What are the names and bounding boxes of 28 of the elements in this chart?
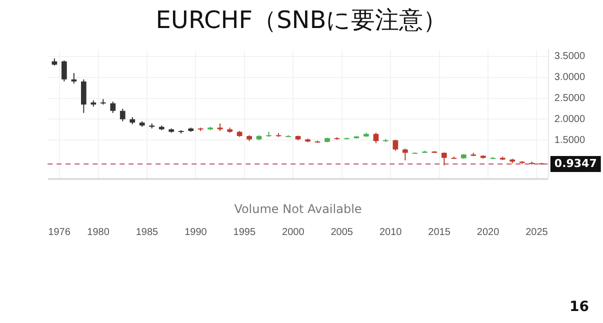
x-tick-label: 2020	[476, 226, 500, 238]
x-tick-label: 2010	[379, 226, 402, 238]
y-tick-label: 1.5000	[554, 134, 586, 146]
candlestick	[110, 101, 116, 114]
x-tick-label: 1985	[136, 226, 159, 238]
chart-title: EURCHF（SNBに要注意）	[154, 5, 448, 36]
candlestick	[441, 152, 447, 166]
ref-line-label: 0.9347	[554, 156, 597, 170]
candlestick	[402, 148, 408, 161]
text: 16	[570, 299, 589, 315]
candlestick	[71, 72, 77, 84]
x-tick-label: 1980	[87, 226, 110, 238]
x-tick-label: 2025	[526, 226, 548, 238]
x-tick-label: 2015	[428, 226, 451, 238]
text: Volume Not Available	[48, 178, 548, 220]
x-tick-label: 2000	[282, 226, 305, 238]
candlestick	[80, 78, 86, 114]
y-tick-label: 2.0000	[554, 114, 586, 125]
y-tick-label: 3.0000	[554, 72, 586, 84]
x-tick-label: 1995	[233, 226, 256, 238]
x-tick-label: 1976	[48, 226, 71, 238]
x-tick-label: 1990	[184, 226, 208, 238]
x-tick-label: 2005	[330, 226, 354, 238]
y-tick-label: 2.5000	[554, 93, 586, 104]
candlestick	[373, 132, 379, 144]
candlestick	[120, 108, 126, 122]
candlestick	[62, 60, 67, 82]
y-tick-label: 3.5000	[554, 51, 586, 62]
